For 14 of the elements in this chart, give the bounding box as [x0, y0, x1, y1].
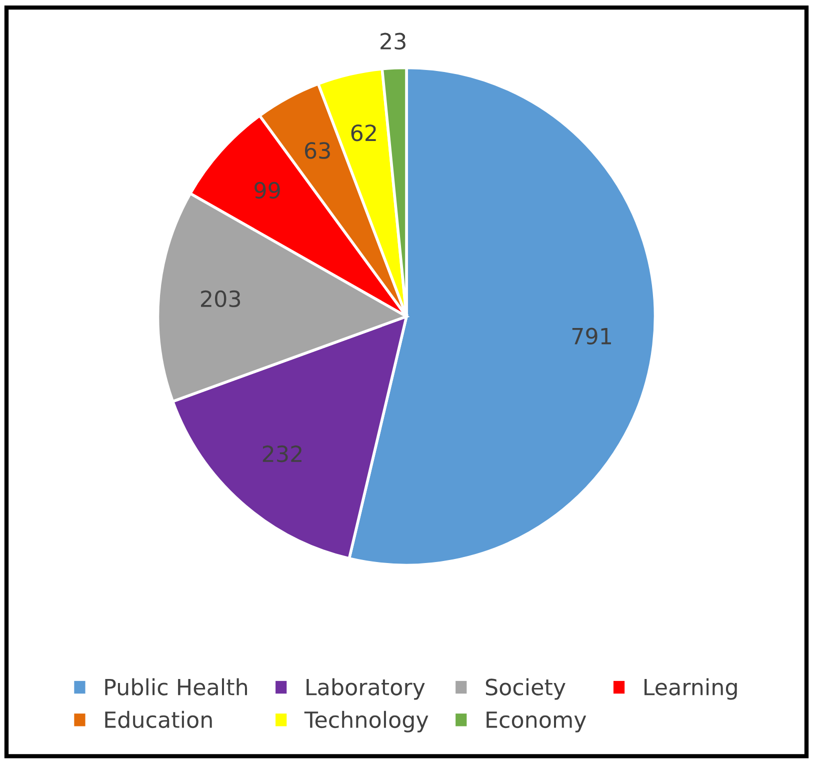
legend-label: Economy [486, 712, 586, 732]
data-label: 232 [262, 445, 302, 462]
data-label: 99 [254, 182, 280, 199]
legend-label: Society [486, 678, 566, 700]
data-label: 203 [201, 290, 240, 308]
legend-label: Public Health [105, 678, 247, 696]
data-label: 63 [304, 142, 330, 159]
legend-label: Learning [644, 678, 737, 700]
legend-label: Technology [304, 710, 428, 732]
data-label: 23 [380, 32, 406, 50]
data-label: 62 [351, 124, 376, 142]
data-label: 791 [572, 328, 611, 345]
legend-label: Laboratory [306, 678, 425, 700]
legend-label: Education [105, 710, 212, 728]
